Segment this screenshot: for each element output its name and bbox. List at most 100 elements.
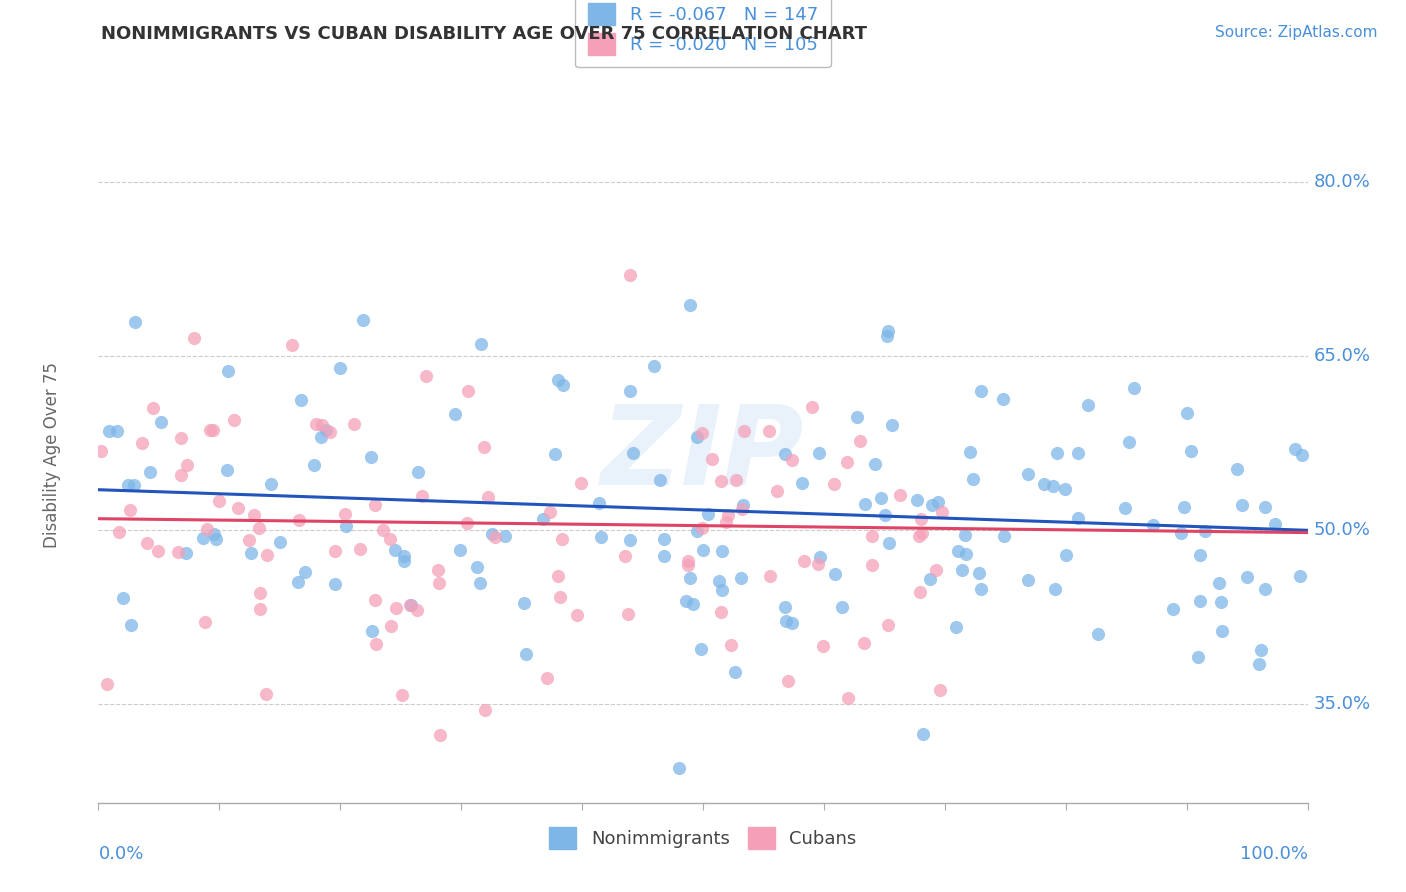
Point — [512, 596, 534, 610]
Point — [108, 524, 131, 539]
Point — [619, 384, 641, 398]
Point — [208, 494, 231, 508]
Point — [373, 523, 395, 537]
Point — [538, 505, 561, 519]
Text: Source: ZipAtlas.com: Source: ZipAtlas.com — [1215, 25, 1378, 40]
Point — [776, 674, 799, 689]
Point — [544, 447, 567, 461]
Point — [239, 546, 262, 560]
Point — [269, 535, 291, 549]
Point — [910, 512, 932, 526]
Point — [870, 491, 893, 506]
Point — [281, 338, 304, 352]
Point — [849, 434, 872, 449]
Point — [1250, 643, 1272, 657]
Point — [131, 435, 153, 450]
Point — [950, 563, 973, 577]
Point — [1077, 398, 1099, 412]
Point — [860, 558, 883, 572]
Point — [392, 554, 415, 568]
Point — [120, 503, 142, 517]
Point — [515, 647, 537, 661]
Point — [198, 423, 221, 437]
Point — [773, 600, 796, 615]
Point — [807, 446, 830, 460]
Point — [217, 364, 239, 378]
Point — [790, 475, 813, 490]
Point — [254, 687, 277, 701]
Point — [1066, 511, 1088, 525]
Point — [1194, 524, 1216, 538]
Point — [194, 615, 217, 629]
Point — [619, 268, 641, 282]
Point — [993, 529, 1015, 543]
Point — [481, 527, 503, 541]
Point — [531, 512, 554, 526]
Point — [329, 361, 352, 376]
Point — [782, 453, 804, 467]
Point — [1253, 582, 1275, 596]
Point — [256, 548, 278, 562]
Point — [676, 558, 699, 572]
Point — [808, 550, 831, 565]
Point — [1289, 569, 1312, 583]
Point — [567, 607, 589, 622]
Point — [117, 478, 139, 492]
Point — [170, 430, 193, 444]
Point — [309, 430, 332, 444]
Point — [619, 533, 641, 548]
Point — [406, 466, 429, 480]
Point — [711, 543, 734, 558]
Point — [1264, 517, 1286, 532]
Point — [399, 598, 422, 612]
Point — [1209, 595, 1232, 609]
Point — [876, 617, 898, 632]
Point — [690, 641, 713, 656]
Point — [765, 484, 787, 499]
Point — [588, 496, 610, 510]
Point — [970, 384, 993, 399]
Point — [449, 542, 471, 557]
Point — [929, 682, 952, 697]
Point — [1187, 650, 1209, 665]
Point — [1067, 446, 1090, 460]
Point — [654, 549, 676, 564]
Point — [443, 407, 465, 421]
Point — [948, 543, 970, 558]
Point — [249, 586, 271, 600]
Point — [780, 615, 803, 630]
Point — [548, 590, 571, 604]
Point — [97, 424, 120, 438]
Point — [679, 571, 702, 585]
Point — [811, 639, 834, 653]
Point — [120, 617, 142, 632]
Point — [305, 417, 328, 431]
Point — [759, 569, 782, 583]
Point — [711, 583, 734, 598]
Point — [315, 423, 337, 437]
Point — [1236, 570, 1258, 584]
Point — [391, 688, 413, 702]
Point — [349, 541, 371, 556]
Point — [1291, 448, 1313, 462]
Point — [323, 544, 346, 558]
Text: 80.0%: 80.0% — [1313, 173, 1371, 192]
Point — [714, 515, 737, 529]
Point — [807, 557, 830, 571]
Point — [970, 582, 993, 596]
Point — [494, 529, 516, 543]
Point — [183, 331, 205, 345]
Point — [243, 508, 266, 522]
Point — [319, 425, 342, 440]
Point — [676, 554, 699, 568]
Point — [406, 603, 429, 617]
Point — [837, 455, 859, 469]
Point — [224, 413, 246, 427]
Point — [551, 378, 574, 392]
Point — [288, 513, 311, 527]
Point — [335, 519, 357, 533]
Point — [477, 490, 499, 504]
Point — [294, 566, 316, 580]
Point — [427, 575, 450, 590]
Point — [191, 531, 214, 545]
